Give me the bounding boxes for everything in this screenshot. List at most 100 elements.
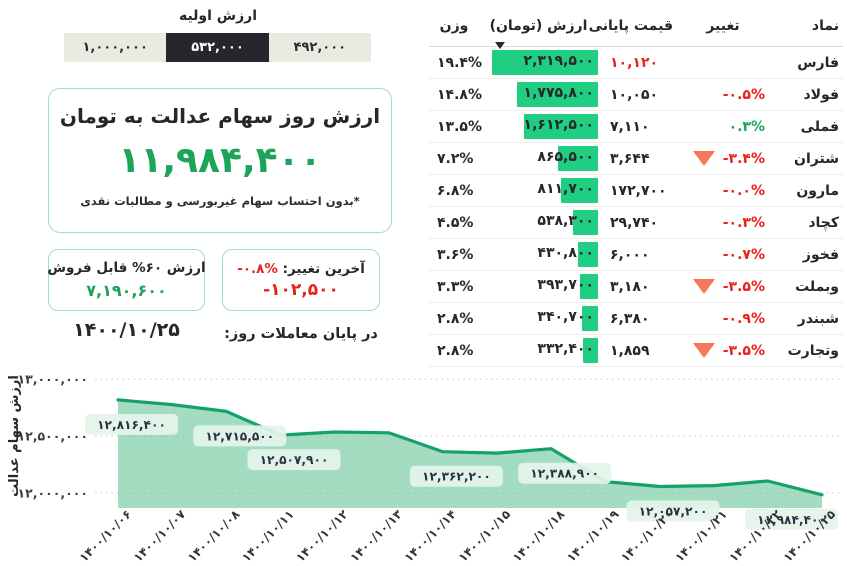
x-tick-label: ۱۴۰۰/۱۰/۱۸: [510, 507, 568, 565]
stock-row-3[interactable]: فملی ۰.۳% ۷,۱۱۰ ۱,۶۱۲,۵۰۰ ۱۳.۵%: [429, 111, 843, 143]
x-tick-label: ۱۴۰۰/۱۰/۱۲: [293, 507, 351, 565]
value-bar: [492, 50, 598, 75]
value-bar: [578, 242, 598, 267]
header-symbol: نماد: [811, 18, 839, 34]
close-price: ۱,۸۵۹: [610, 342, 650, 359]
value-number: ۸۶۵,۵۰۰: [537, 149, 594, 165]
initial-value-option-1[interactable]: ۱,۰۰۰,۰۰۰: [64, 33, 167, 62]
point-label: ۱۲,۳۸۸,۹۰۰: [530, 467, 599, 481]
header-value[interactable]: ارزش (تومان): [479, 18, 598, 49]
trend-line: [116, 398, 824, 497]
header-value-label: ارزش (تومان): [489, 18, 588, 34]
change-percent: -۳.۵%: [722, 342, 765, 359]
point-label-pill: [409, 465, 503, 487]
weight-percent: ۲.۸%: [437, 310, 474, 327]
stock-row-5[interactable]: مارون -۰.۰% ۱۷۲,۷۰۰ ۸۱۱,۷۰۰ ۶.۸%: [429, 175, 843, 207]
stock-row-1[interactable]: فارس ۱۰,۱۲۰ ۲,۳۱۹,۵۰۰ ۱۹.۴%: [429, 47, 843, 79]
weight-percent: ۲.۸%: [437, 342, 474, 359]
point-label: ۱۲,۰۵۷,۲۰۰: [639, 505, 708, 519]
last-change-percent: -۰.۸%: [237, 260, 278, 277]
value-bar: [582, 306, 598, 331]
change-cell: -۳.۵%: [673, 279, 773, 295]
point-label: ۱۲,۷۱۵,۵۰۰: [205, 429, 274, 443]
big-drop-triangle-icon: [692, 343, 715, 358]
value-cell: ۴۳۰,۸۰۰: [479, 239, 598, 270]
y-tick-label: ۱۲,۰۰۰,۰۰۰: [17, 486, 88, 501]
stock-row-10[interactable]: وتجارت -۳.۵% ۱,۸۵۹ ۳۳۲,۴۰۰ ۲.۸%: [429, 335, 843, 367]
change-percent: -۰.۵%: [722, 86, 765, 103]
initial-value-segmented-control: ۱,۰۰۰,۰۰۰ ۵۳۲,۰۰۰ ۴۹۲,۰۰۰: [64, 33, 371, 62]
x-tick-label: ۱۴۰۰/۱۰/۰۶: [77, 507, 135, 565]
sellable-value-title: ارزش ۶۰% قابل فروش: [47, 260, 206, 276]
header-change: تغییر: [706, 18, 740, 34]
value-bar: [560, 178, 598, 203]
change-cell: -۰.۰%: [673, 183, 773, 199]
value-cell: ۸۶۵,۵۰۰: [479, 143, 598, 174]
point-label: ۱۲,۳۶۲,۲۰۰: [422, 470, 491, 484]
value-number: ۴۳۰,۸۰۰: [537, 245, 594, 261]
header-weight: وزن: [439, 18, 469, 34]
stock-row-6[interactable]: کچاد -۰.۳% ۲۹,۷۴۰ ۵۳۸,۳۰۰ ۴.۵%: [429, 207, 843, 239]
value-history-chart: ۱۲,۰۰۰,۰۰۰ ۱۲,۵۰۰,۰۰۰ ۱۳,۰۰۰,۰۰۰ ۱۲,۸۱۶,۴۰۰…: [7, 372, 840, 565]
today-value-number: ۱۱,۹۸۴,۴۰۰: [118, 140, 322, 181]
stock-symbol[interactable]: فخوز: [802, 246, 839, 263]
stock-symbol[interactable]: فارس: [797, 54, 839, 71]
big-drop-triangle-icon: [692, 279, 715, 294]
close-price: ۱۰,۰۵۰: [610, 86, 659, 103]
change-cell: -۰.۷%: [673, 247, 773, 263]
weight-percent: ۳.۶%: [437, 246, 474, 263]
value-cell: ۳۴۰,۷۰۰: [479, 303, 598, 334]
value-number: ۳۳۲,۴۰۰: [537, 341, 594, 357]
stock-symbol[interactable]: فملی: [800, 118, 839, 135]
change-cell: -۳.۵%: [673, 343, 773, 359]
last-change-label: آخرین تغییر:: [282, 260, 365, 277]
initial-value-option-3[interactable]: ۴۹۲,۰۰۰: [268, 33, 371, 62]
point-label-pill: [626, 500, 720, 522]
stock-row-7[interactable]: فخوز -۰.۷% ۶,۰۰۰ ۴۳۰,۸۰۰ ۳.۶%: [429, 239, 843, 271]
x-tick-label: ۱۴۰۰/۱۰/۰۸: [185, 507, 243, 565]
weight-percent: ۴.۵%: [437, 214, 474, 231]
value-cell: ۸۱۱,۷۰۰: [479, 175, 598, 206]
y-axis-title: ارزش سهام عدالت: [7, 375, 22, 497]
value-number: ۱,۷۷۵,۸۰۰: [523, 85, 594, 101]
value-bar: [582, 338, 598, 363]
point-label-pill: [247, 449, 341, 471]
table-header-row: نماد تغییر قیمت پایانی ارزش (تومان) وزن: [429, 6, 843, 49]
x-tick-label: ۱۴۰۰/۱۰/۱۱: [239, 507, 297, 565]
stock-symbol[interactable]: فولاد: [803, 86, 839, 103]
value-number: ۳۹۳,۷۰۰: [537, 277, 594, 293]
weight-percent: ۱۳.۵%: [437, 118, 482, 135]
stock-row-4[interactable]: شتران -۳.۴% ۳,۶۴۴ ۸۶۵,۵۰۰ ۷.۲%: [429, 143, 843, 175]
value-bar: [558, 146, 598, 171]
value-number: ۵۳۸,۳۰۰: [537, 213, 594, 229]
change-percent: -۳.۴%: [722, 150, 765, 167]
stock-symbol[interactable]: مارون: [796, 182, 839, 199]
x-tick-label: ۱۴۰۰/۱۰/۱۳: [347, 507, 405, 565]
sellable-value-number: ۷,۱۹۰,۶۰۰: [86, 281, 167, 300]
stock-symbol[interactable]: وتجارت: [787, 342, 839, 359]
change-percent: -۳.۵%: [722, 278, 765, 295]
point-label: ۱۱,۹۸۴,۴۰۰: [757, 513, 826, 527]
stock-symbol[interactable]: شتران: [794, 150, 839, 167]
stock-symbol[interactable]: کچاد: [808, 214, 839, 231]
stock-row-9[interactable]: شبندر -۰.۹% ۶,۳۸۰ ۳۴۰,۷۰۰ ۲.۸%: [429, 303, 843, 335]
stock-row-2[interactable]: فولاد -۰.۵% ۱۰,۰۵۰ ۱,۷۷۵,۸۰۰ ۱۴.۸%: [429, 79, 843, 111]
value-cell: ۲,۳۱۹,۵۰۰: [479, 47, 598, 78]
point-label-pill: [518, 462, 612, 484]
weight-percent: ۱۴.۸%: [437, 86, 482, 103]
last-change-card: آخرین تغییر: -۰.۸% -۱۰۲,۵۰۰: [222, 249, 380, 311]
point-label-pill: [85, 413, 178, 435]
stock-row-8[interactable]: وبملت -۳.۵% ۳,۱۸۰ ۳۹۳,۷۰۰ ۳.۳%: [429, 271, 843, 303]
today-value-title: ارزش روز سهام عدالت به تومان: [59, 104, 381, 128]
change-percent: -۰.۷%: [722, 246, 765, 263]
initial-value-option-2[interactable]: ۵۳۲,۰۰۰: [166, 33, 269, 62]
sort-desc-icon[interactable]: [495, 42, 505, 49]
stock-symbol[interactable]: وبملت: [795, 278, 839, 295]
stock-symbol[interactable]: شبندر: [797, 310, 839, 327]
change-percent: ۰.۳%: [728, 118, 765, 135]
big-drop-triangle-icon: [692, 151, 715, 166]
value-cell: ۵۳۸,۳۰۰: [479, 207, 598, 238]
change-cell: -۰.۹%: [673, 311, 773, 327]
close-price: ۱۰,۱۲۰: [610, 54, 659, 71]
value-cell: ۱,۶۱۲,۵۰۰: [479, 111, 598, 142]
